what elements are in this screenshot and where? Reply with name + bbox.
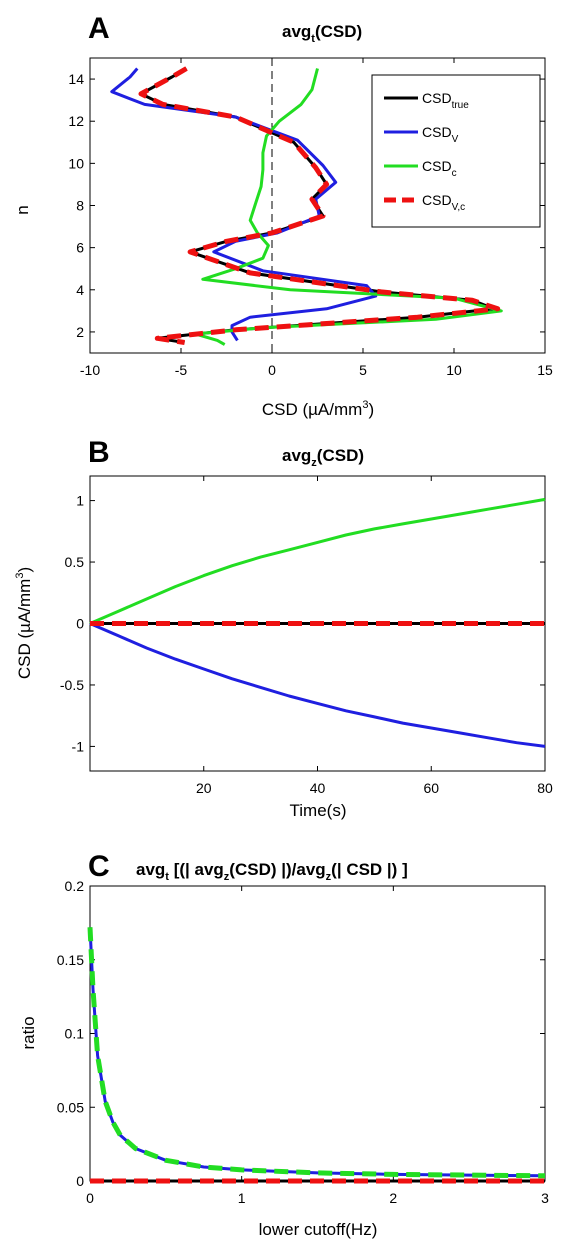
panel-b-y-ticks: -1 -0.5 0 0.5 1 bbox=[60, 493, 545, 754]
panel-c-x-label: lower cutoff(Hz) bbox=[259, 1220, 378, 1239]
y-tick-label: 0.15 bbox=[57, 952, 84, 968]
panel-c-y-label: ratio bbox=[19, 1016, 38, 1049]
x-tick-label: 3 bbox=[541, 1190, 549, 1206]
panel-a-title: avgt(CSD) bbox=[282, 22, 362, 45]
x-tick-label: 0 bbox=[268, 362, 276, 378]
y-tick-label: 0.2 bbox=[65, 878, 85, 894]
series-line-csd-v bbox=[89, 622, 546, 748]
series-line-csd-v-c bbox=[138, 66, 501, 345]
panel-b-letter: B bbox=[88, 436, 110, 469]
panel-c: C avgt [(| avgz(CSD) |)/avgz(| CSD |) ] … bbox=[19, 850, 549, 1239]
y-tick-label: 0.05 bbox=[57, 1099, 84, 1115]
panel-a-series bbox=[110, 66, 503, 346]
x-tick-label: -5 bbox=[175, 362, 188, 378]
y-tick-label: 0 bbox=[76, 616, 84, 632]
series-line-csd-c bbox=[87, 927, 546, 1179]
y-tick-label: 1 bbox=[76, 493, 84, 509]
panel-c-axes-box bbox=[89, 885, 546, 1182]
y-tick-label: -0.5 bbox=[60, 677, 84, 693]
y-tick-label: 4 bbox=[76, 282, 84, 298]
panel-b-title: avgz(CSD) bbox=[282, 446, 364, 469]
y-tick-label: 10 bbox=[68, 155, 84, 171]
y-tick-label: 14 bbox=[68, 71, 84, 87]
y-tick-label: 6 bbox=[76, 240, 84, 256]
panel-c-series bbox=[87, 927, 546, 1184]
x-tick-label: 40 bbox=[310, 780, 326, 796]
y-tick-label: -1 bbox=[72, 738, 85, 754]
x-tick-label: 0 bbox=[86, 1190, 94, 1206]
x-tick-label: 15 bbox=[537, 362, 553, 378]
panel-a: A avgt(CSD) 2 4 6 8 10 12 14 -10 -5 0 5 10 15 n CSD… bbox=[13, 12, 553, 419]
series-line-csd-c bbox=[89, 497, 546, 625]
legend-label-true: CSDtrue bbox=[422, 90, 469, 111]
legend-label-vc: CSDV,c bbox=[422, 192, 465, 213]
x-tick-label: 60 bbox=[423, 780, 439, 796]
panel-a-legend: CSDtrue CSDV CSDc CSDV,c bbox=[371, 74, 541, 228]
panel-b-series bbox=[89, 497, 546, 748]
y-tick-label: 0.5 bbox=[65, 554, 85, 570]
x-tick-label: 80 bbox=[537, 780, 553, 796]
x-tick-label: 20 bbox=[196, 780, 212, 796]
legend-label-v: CSDV bbox=[422, 124, 459, 145]
panel-a-y-label: n bbox=[13, 205, 32, 214]
x-tick-label: 5 bbox=[359, 362, 367, 378]
legend-label-c: CSDc bbox=[422, 158, 457, 179]
x-tick-label: 1 bbox=[238, 1190, 246, 1206]
panel-a-letter: A bbox=[88, 12, 110, 45]
x-tick-label: 10 bbox=[446, 362, 462, 378]
panel-a-y-ticks: 2 4 6 8 10 12 14 bbox=[68, 71, 545, 340]
x-tick-label: -10 bbox=[80, 362, 100, 378]
legend-box bbox=[371, 74, 541, 228]
panel-a-x-ticks: -10 -5 0 5 10 15 bbox=[80, 58, 553, 378]
series-line-csd-v bbox=[88, 927, 546, 1178]
y-tick-label: 0.1 bbox=[65, 1026, 85, 1042]
panel-c-y-ticks: 0 0.05 0.1 0.15 0.2 bbox=[57, 878, 545, 1189]
panel-c-title: avgt [(| avgz(CSD) |)/avgz(| CSD |) ] bbox=[136, 860, 408, 883]
y-tick-label: 8 bbox=[76, 198, 84, 214]
y-tick-label: 2 bbox=[76, 324, 84, 340]
y-tick-label: 0 bbox=[76, 1173, 84, 1189]
panel-b-x-ticks: 20 40 60 80 bbox=[196, 476, 553, 796]
y-tick-label: 12 bbox=[68, 113, 84, 129]
series-line-csd-v bbox=[110, 67, 378, 342]
panel-b: B avgz(CSD) -1 -0.5 0 0.5 1 20 40 60 80 CSD (µA… bbox=[14, 436, 553, 820]
x-tick-label: 2 bbox=[389, 1190, 397, 1206]
panel-b-x-label: Time(s) bbox=[290, 801, 347, 820]
panel-a-x-label: CSD (µA/mm3) bbox=[262, 399, 374, 419]
panel-c-letter: C bbox=[88, 850, 110, 883]
panel-b-y-label: CSD (µA/mm3) bbox=[14, 567, 34, 679]
